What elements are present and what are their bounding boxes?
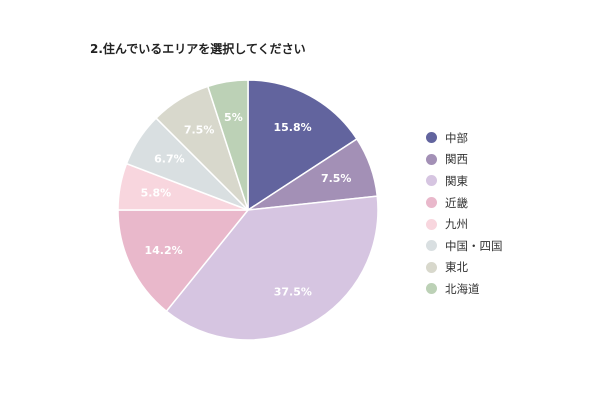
- legend-swatch-icon: [426, 175, 437, 187]
- legend-swatch-icon: [426, 283, 437, 295]
- legend-item: 関西: [426, 149, 503, 171]
- legend-item: 中国・四国: [426, 235, 503, 257]
- legend-label: 東北: [445, 260, 468, 275]
- slice-value-label: 7.5%: [321, 172, 352, 185]
- chart-title: 2.住んでいるエリアを選択してください: [90, 42, 306, 56]
- slice-value-label: 5%: [224, 111, 243, 124]
- slice-value-label: 5.8%: [141, 187, 172, 200]
- legend-label: 中部: [445, 130, 468, 145]
- legend-label: 九州: [445, 217, 468, 232]
- legend-label: 関西: [445, 152, 468, 167]
- pie-slices: [117, 79, 379, 341]
- legend-swatch-icon: [426, 261, 437, 273]
- pie-value-labels: 15.8% 7.5% 37.5% 14.2% 5.8% 6.7% 7.5% 5%: [141, 111, 352, 299]
- legend-swatch-icon: [426, 153, 437, 165]
- legend-item: 東北: [426, 257, 503, 279]
- legend-label: 中国・四国: [445, 238, 503, 253]
- pie-slice-3: [165, 195, 379, 341]
- legend-label: 北海道: [445, 281, 480, 296]
- slice-value-label: 6.7%: [154, 153, 185, 166]
- legend-item: 北海道: [426, 278, 503, 300]
- legend-label: 近畿: [445, 195, 468, 210]
- pie-slice-8: [206, 79, 249, 211]
- legend-item: 関東: [426, 170, 503, 192]
- slice-value-label: 14.2%: [145, 244, 183, 257]
- legend-item: 九州: [426, 213, 503, 235]
- legend-swatch-icon: [426, 218, 437, 230]
- legend-item: 中部: [426, 127, 503, 149]
- slice-value-label: 37.5%: [274, 286, 312, 299]
- legend-swatch-icon: [426, 240, 437, 252]
- legend-label: 関東: [445, 173, 468, 188]
- pie-slice-4: [117, 209, 250, 313]
- legend: 中部関西関東近畿九州中国・四国東北北海道: [426, 127, 503, 300]
- legend-swatch-icon: [426, 197, 437, 209]
- pie-slice-1: [247, 79, 358, 212]
- slice-value-label: 7.5%: [184, 124, 215, 137]
- legend-item: 近畿: [426, 192, 503, 214]
- legend-swatch-icon: [426, 132, 437, 144]
- slice-value-label: 15.8%: [274, 121, 312, 134]
